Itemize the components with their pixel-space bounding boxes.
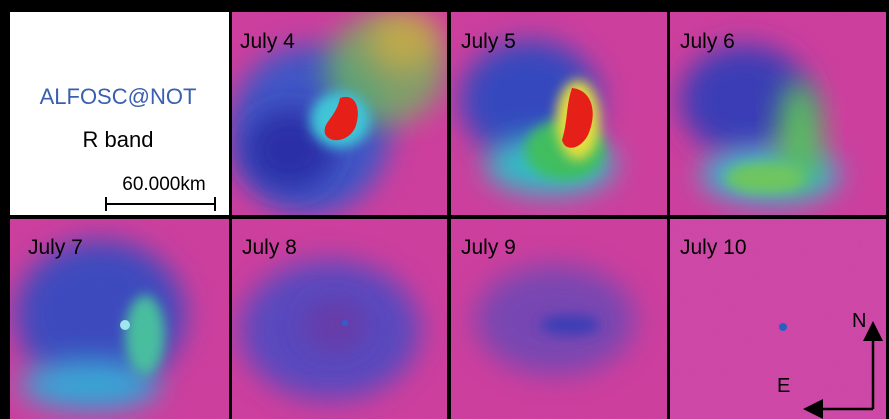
band: R band bbox=[83, 127, 154, 152]
panel-label: July 4 bbox=[240, 30, 295, 53]
north-label: N bbox=[852, 310, 866, 332]
figure: ALFOSC@NOT R band 60.000km July 4 July 5… bbox=[0, 0, 889, 419]
panel-label: July 10 bbox=[680, 236, 747, 259]
panel-label: July 5 bbox=[461, 30, 516, 53]
panel-label: July 8 bbox=[242, 236, 297, 259]
panel-label: July 6 bbox=[680, 30, 735, 53]
panel-label: July 9 bbox=[461, 236, 516, 259]
panel-label: July 7 bbox=[28, 236, 83, 259]
scale-label: 60.000km bbox=[122, 174, 205, 195]
instrument: ALFOSC@NOT bbox=[40, 84, 197, 109]
east-label: E bbox=[777, 375, 790, 397]
